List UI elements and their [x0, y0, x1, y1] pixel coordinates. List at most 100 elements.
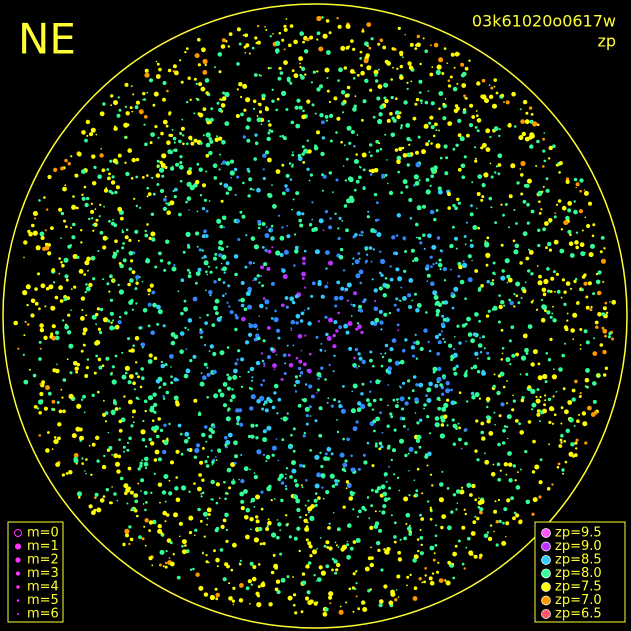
star [289, 178, 293, 181]
star [209, 344, 214, 349]
star [180, 278, 185, 283]
star [470, 531, 476, 536]
star [423, 580, 426, 584]
zp-legend-symbol [541, 609, 551, 619]
star [316, 15, 322, 22]
star [432, 370, 436, 374]
star [105, 187, 108, 190]
star [326, 282, 329, 284]
star [161, 153, 167, 159]
star [383, 82, 389, 88]
star [81, 196, 86, 201]
star [353, 159, 359, 164]
star [252, 99, 257, 104]
star [414, 102, 418, 106]
star [199, 381, 205, 387]
star [279, 235, 285, 241]
star [406, 163, 410, 167]
star [251, 376, 254, 379]
star [196, 245, 199, 248]
star [80, 316, 85, 321]
star [551, 312, 554, 315]
star [314, 503, 318, 507]
star [530, 362, 535, 367]
star [376, 232, 382, 238]
star [500, 93, 505, 98]
star [475, 419, 479, 423]
star [48, 284, 54, 290]
star [206, 396, 209, 399]
star [222, 160, 227, 165]
star [296, 98, 301, 103]
star [256, 187, 261, 193]
m-legend-label: m=6 [27, 607, 59, 622]
star [168, 479, 171, 482]
star [371, 408, 375, 411]
star [277, 76, 282, 81]
star [401, 348, 406, 353]
star [38, 357, 42, 361]
star [116, 469, 121, 474]
star [512, 394, 514, 397]
star [315, 335, 319, 339]
star [62, 186, 67, 192]
star [353, 71, 356, 74]
star [364, 41, 369, 47]
star [532, 349, 538, 355]
star [85, 286, 91, 292]
star [583, 190, 589, 196]
star [298, 359, 303, 364]
star [249, 290, 252, 293]
star [260, 275, 262, 277]
star [295, 321, 299, 325]
star [136, 279, 138, 281]
star [409, 217, 413, 220]
star [295, 250, 298, 253]
star [377, 218, 380, 221]
star [328, 546, 333, 551]
star [400, 126, 403, 130]
star [361, 382, 365, 386]
star [322, 229, 325, 232]
star [196, 162, 200, 166]
star [367, 402, 372, 407]
star [426, 273, 431, 278]
star [508, 194, 513, 199]
star [544, 221, 549, 226]
star [142, 419, 145, 423]
star [362, 299, 366, 304]
star [599, 250, 603, 254]
star [382, 504, 387, 509]
star [438, 497, 444, 503]
star [435, 308, 441, 314]
star [244, 52, 247, 54]
star [364, 78, 369, 84]
star [173, 141, 176, 144]
star [584, 377, 590, 383]
star [493, 509, 498, 514]
star [485, 128, 491, 134]
star [578, 209, 584, 214]
star [93, 165, 97, 169]
star [158, 386, 162, 389]
star [520, 398, 525, 403]
star [450, 52, 455, 57]
star [449, 243, 454, 249]
star [93, 371, 97, 375]
star [143, 399, 148, 404]
star [284, 296, 289, 300]
star [210, 449, 213, 452]
star [374, 510, 377, 513]
star [235, 114, 240, 118]
star [399, 359, 405, 365]
star [542, 227, 546, 232]
star [185, 200, 188, 204]
star [146, 195, 149, 198]
star [91, 217, 94, 220]
star [206, 455, 210, 458]
star [293, 73, 299, 79]
star [143, 461, 149, 467]
star [472, 520, 477, 525]
star [91, 314, 97, 320]
star [374, 73, 378, 77]
